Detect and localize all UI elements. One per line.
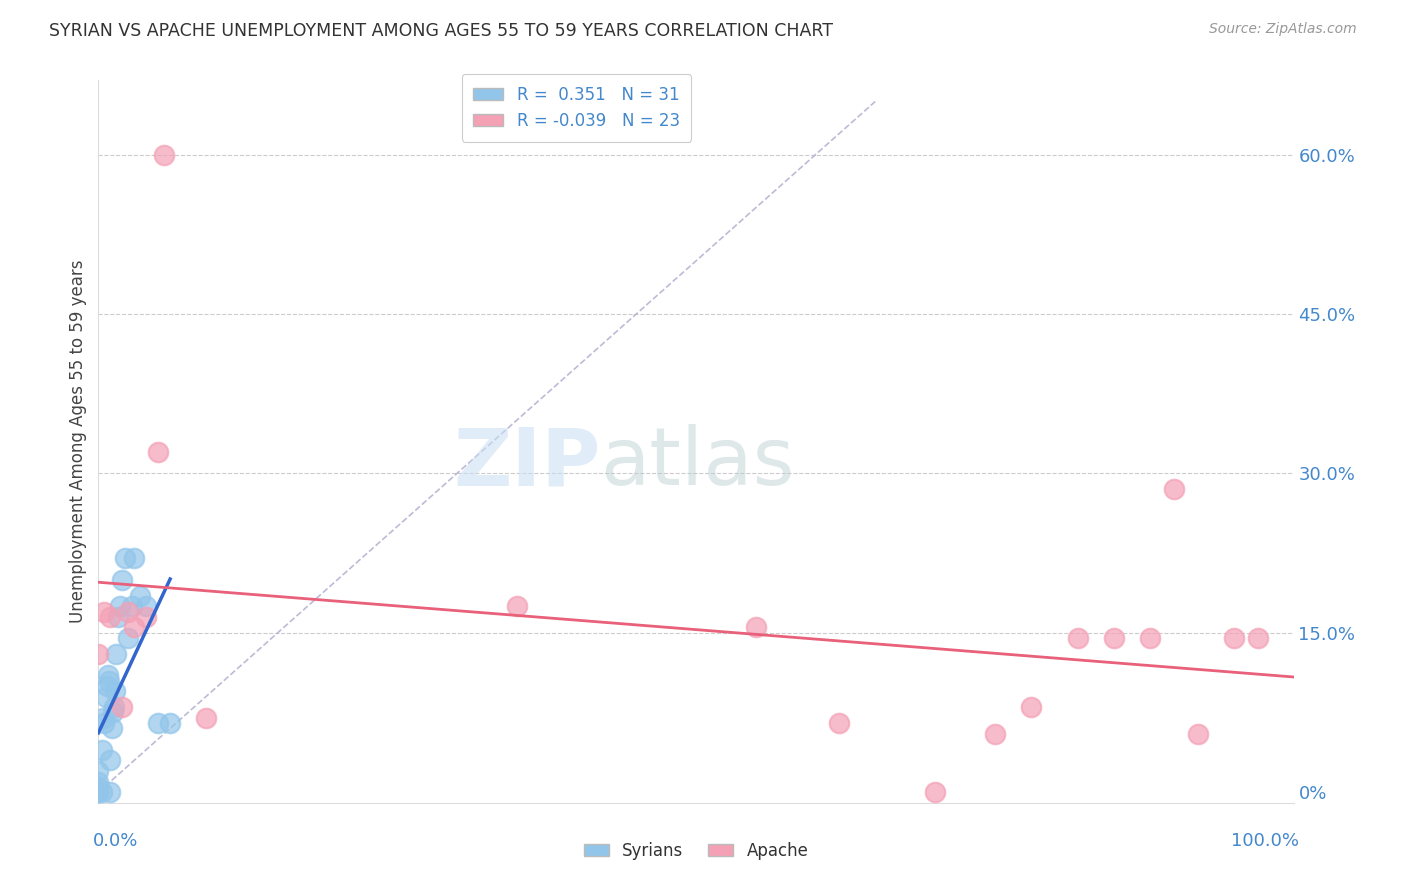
Point bbox=[984, 727, 1007, 741]
Point bbox=[93, 605, 115, 619]
Point bbox=[121, 599, 143, 614]
Point bbox=[107, 610, 129, 624]
Point bbox=[1163, 483, 1185, 497]
Point bbox=[98, 785, 122, 799]
Point bbox=[91, 785, 114, 799]
Point bbox=[117, 631, 139, 645]
Point bbox=[87, 647, 110, 661]
Point bbox=[153, 147, 176, 161]
Point bbox=[87, 785, 110, 799]
Point bbox=[101, 706, 124, 720]
Point bbox=[103, 700, 125, 714]
Point bbox=[745, 620, 768, 634]
Point bbox=[87, 764, 110, 778]
Point bbox=[114, 551, 136, 566]
Text: Source: ZipAtlas.com: Source: ZipAtlas.com bbox=[1209, 22, 1357, 37]
Point bbox=[97, 668, 120, 682]
Point bbox=[93, 716, 115, 731]
Text: 0.0%: 0.0% bbox=[93, 831, 138, 850]
Point bbox=[1247, 631, 1270, 645]
Point bbox=[1187, 727, 1209, 741]
Point bbox=[506, 599, 529, 614]
Point bbox=[1139, 631, 1161, 645]
Text: ZIP: ZIP bbox=[453, 425, 600, 502]
Point bbox=[91, 742, 114, 756]
Point bbox=[124, 620, 146, 634]
Point bbox=[135, 610, 157, 624]
Legend: Syrians, Apache: Syrians, Apache bbox=[576, 836, 815, 867]
Point bbox=[111, 700, 134, 714]
Point bbox=[159, 716, 181, 731]
Point bbox=[98, 610, 122, 624]
Point bbox=[148, 445, 170, 459]
Point bbox=[98, 673, 121, 688]
Point bbox=[98, 753, 122, 767]
Point bbox=[1104, 631, 1126, 645]
Point bbox=[105, 647, 128, 661]
Point bbox=[87, 785, 110, 799]
Point bbox=[1019, 700, 1042, 714]
Point bbox=[924, 785, 946, 799]
Point bbox=[96, 679, 118, 693]
Text: 100.0%: 100.0% bbox=[1232, 831, 1299, 850]
Y-axis label: Unemployment Among Ages 55 to 59 years: Unemployment Among Ages 55 to 59 years bbox=[69, 260, 87, 624]
Text: atlas: atlas bbox=[600, 425, 794, 502]
Point bbox=[148, 716, 170, 731]
Point bbox=[104, 684, 127, 698]
Point bbox=[87, 780, 110, 794]
Text: SYRIAN VS APACHE UNEMPLOYMENT AMONG AGES 55 TO 59 YEARS CORRELATION CHART: SYRIAN VS APACHE UNEMPLOYMENT AMONG AGES… bbox=[49, 22, 834, 40]
Point bbox=[91, 711, 114, 725]
Point bbox=[100, 722, 122, 736]
Point bbox=[117, 605, 139, 619]
Point bbox=[1223, 631, 1246, 645]
Point bbox=[135, 599, 157, 614]
Point bbox=[1067, 631, 1090, 645]
Point bbox=[94, 690, 117, 704]
Point bbox=[124, 551, 146, 566]
Point bbox=[129, 589, 152, 603]
Point bbox=[87, 774, 110, 789]
Point bbox=[828, 716, 851, 731]
Point bbox=[108, 599, 131, 614]
Point bbox=[111, 573, 134, 587]
Point bbox=[195, 711, 218, 725]
